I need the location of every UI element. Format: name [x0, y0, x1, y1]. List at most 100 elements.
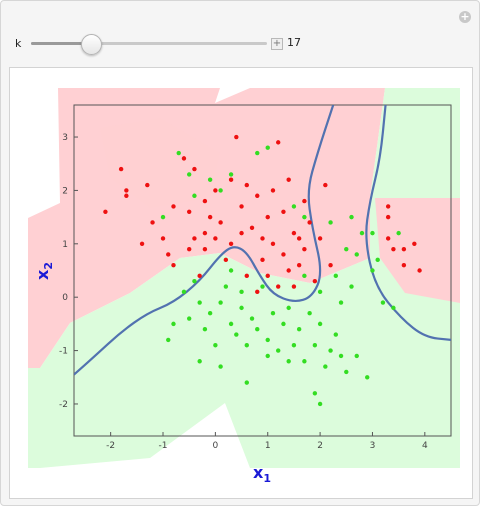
red-point: [171, 204, 176, 209]
green-point: [370, 230, 375, 236]
green-point: [260, 284, 265, 289]
decision-boundary: [365, 105, 451, 341]
green-point: [338, 300, 344, 305]
red-point: [401, 262, 407, 268]
green-point: [228, 321, 234, 327]
green-point: [354, 353, 359, 359]
red-point: [385, 214, 391, 220]
y-tick-label: -2: [59, 400, 68, 410]
green-point: [186, 172, 192, 177]
green-point: [359, 230, 365, 236]
green-point: [338, 353, 344, 359]
green-point: [234, 332, 239, 337]
green-point: [328, 220, 333, 225]
green-point: [218, 188, 223, 193]
k-slider-fill: [31, 42, 90, 45]
red-point: [239, 204, 244, 209]
green-point: [375, 257, 380, 263]
green-point: [192, 278, 197, 284]
green-point: [323, 364, 328, 369]
green-point: [333, 273, 339, 279]
k-label: k: [15, 37, 22, 50]
red-point: [213, 236, 218, 241]
green-point: [380, 300, 386, 305]
red-point: [192, 236, 197, 241]
red-point: [244, 182, 249, 188]
y-axis-label: x2: [33, 262, 55, 280]
region-red-background: [28, 88, 385, 368]
red-point: [124, 193, 129, 198]
green-point: [207, 177, 213, 182]
red-point: [255, 289, 260, 295]
green-point: [286, 305, 291, 311]
red-point: [218, 220, 223, 225]
red-point: [270, 188, 276, 193]
k-stepper-button[interactable]: +: [271, 38, 283, 50]
green-point: [218, 364, 223, 369]
x-tick-label: 3: [370, 441, 376, 451]
red-point: [302, 246, 307, 252]
x-axis-label: x1: [253, 463, 271, 485]
red-point: [291, 284, 297, 289]
red-point: [228, 241, 234, 247]
red-point: [181, 156, 187, 161]
red-point: [197, 273, 202, 279]
y-tick-label: -1: [59, 347, 68, 357]
green-point: [213, 343, 218, 348]
green-point: [344, 246, 349, 252]
green-point: [396, 230, 401, 236]
k-value: 17: [287, 36, 301, 49]
red-point: [239, 230, 244, 236]
x-tick-label: 0: [213, 441, 219, 451]
decision-boundary: [74, 105, 335, 376]
green-point: [291, 204, 297, 209]
red-point: [255, 193, 260, 198]
green-point: [365, 375, 370, 380]
green-point: [370, 268, 375, 273]
y-tick-label: 2: [62, 186, 68, 196]
y-tick-label: 1: [62, 240, 68, 250]
green-point: [344, 369, 349, 375]
red-point: [286, 268, 291, 273]
green-point: [244, 343, 249, 348]
y-tick-label: 3: [62, 133, 68, 143]
green-point: [166, 337, 171, 343]
k-slider[interactable]: [31, 34, 267, 55]
red-point: [317, 236, 323, 241]
green-point: [228, 268, 234, 273]
red-point: [385, 204, 391, 209]
red-point: [166, 252, 171, 257]
green-point: [302, 214, 307, 220]
red-point: [171, 262, 176, 268]
red-point: [265, 273, 270, 279]
green-point: [228, 172, 234, 177]
green-point: [349, 284, 354, 289]
x-tick-label: 1: [265, 441, 271, 451]
add-icon[interactable]: +: [459, 10, 471, 23]
green-point: [171, 321, 176, 327]
red-point: [281, 252, 286, 257]
green-point: [202, 327, 208, 332]
green-point: [317, 401, 323, 407]
red-point: [186, 246, 192, 252]
red-point: [192, 166, 197, 172]
green-point: [276, 348, 281, 353]
red-point: [223, 257, 229, 263]
green-point: [239, 305, 244, 311]
red-point: [270, 241, 276, 247]
red-point: [103, 209, 108, 214]
red-point: [202, 230, 208, 236]
red-point: [124, 188, 129, 193]
green-point: [307, 311, 312, 316]
red-point: [417, 268, 422, 273]
knn-chart: -2 -1 0 1 2 3 4 -2 -1 0 1 2 3 x1 x2: [28, 88, 460, 485]
red-point: [213, 188, 218, 193]
red-point: [260, 236, 265, 241]
green-point: [186, 316, 192, 321]
red-point: [186, 209, 192, 214]
k-slider-thumb[interactable]: [81, 34, 102, 55]
red-point: [265, 214, 270, 220]
red-point: [260, 257, 265, 263]
green-point: [333, 332, 339, 337]
